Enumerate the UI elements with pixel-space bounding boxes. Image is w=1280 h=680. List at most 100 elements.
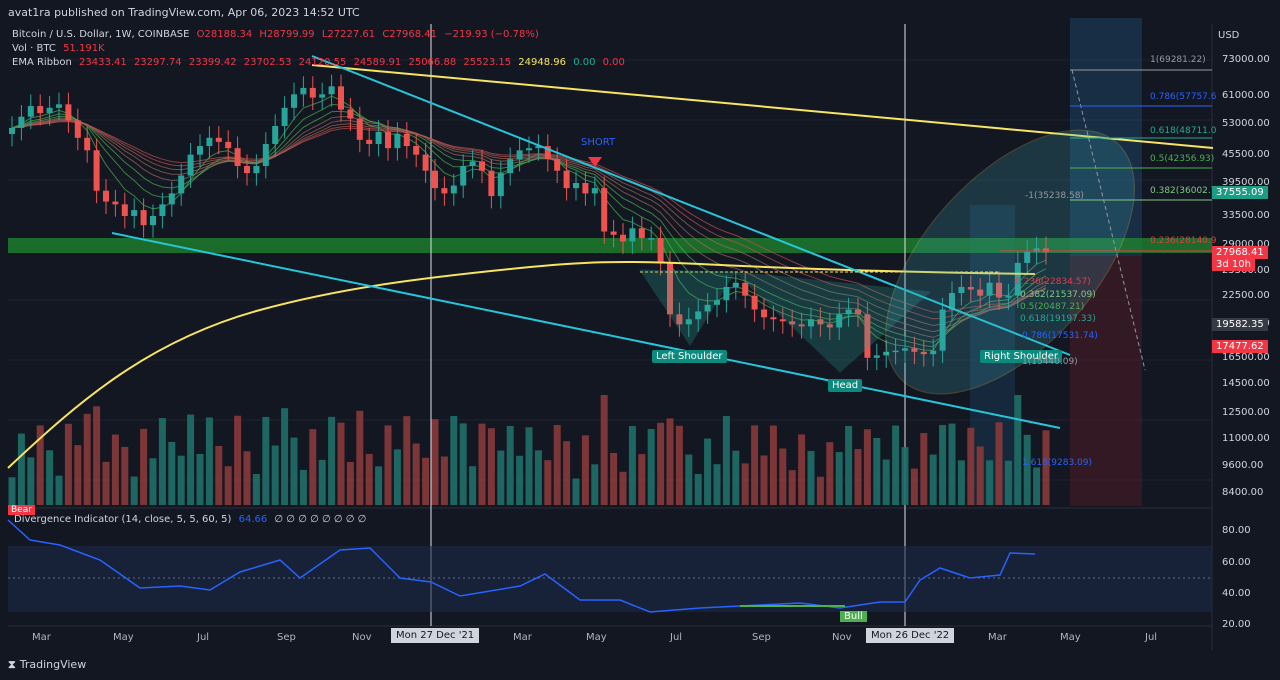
volume-bar xyxy=(393,449,401,505)
volume-bar xyxy=(845,425,853,505)
price-tick: 8400.00 xyxy=(1222,487,1264,498)
ohlc-close: C27968.41 xyxy=(382,29,438,40)
candle-body xyxy=(168,193,175,205)
candle-body xyxy=(244,165,250,174)
candle-body xyxy=(855,309,861,315)
candle-body xyxy=(742,282,749,296)
candle-body xyxy=(450,185,457,194)
volume-bar xyxy=(600,395,608,505)
volume-bar xyxy=(854,449,862,505)
channel-support-line xyxy=(111,232,1061,429)
fib-label: 1(69281.22) xyxy=(1150,55,1206,65)
volume-bar xyxy=(779,448,787,505)
volume-bar xyxy=(1042,430,1050,505)
volume-bar xyxy=(205,417,213,505)
ema-zero: 0.00 xyxy=(573,57,596,68)
price-tick: 22500.00 xyxy=(1222,289,1270,301)
volume-bar xyxy=(1023,434,1031,505)
volume-bar xyxy=(403,416,411,505)
ema-value: 25523.15 xyxy=(463,57,512,68)
price-tick: 33500.00 xyxy=(1222,209,1270,221)
candle-body xyxy=(591,188,598,194)
price-tick: 11000.00 xyxy=(1222,432,1270,444)
fib-label: 0.618(19197.33) xyxy=(1020,314,1096,324)
candle-body xyxy=(798,324,805,327)
candle-body xyxy=(432,170,438,189)
price-tag: 37555.09 xyxy=(1212,186,1268,199)
volume-bar xyxy=(158,418,166,505)
candle-body xyxy=(1024,251,1031,263)
volume-bar xyxy=(638,454,646,505)
candlesticks xyxy=(9,74,1049,371)
volume-bar xyxy=(628,426,636,505)
candle-body xyxy=(356,118,363,140)
volume-bar xyxy=(299,469,307,505)
volume-bar xyxy=(619,471,627,505)
publisher-line: avat1ra published on TradingView.com, Ap… xyxy=(8,6,360,19)
candle-body xyxy=(375,131,382,144)
volume-bar xyxy=(675,425,683,505)
candle-body xyxy=(1043,248,1049,253)
volume-bar xyxy=(657,422,665,505)
candle-body xyxy=(761,309,767,318)
volume-bar xyxy=(83,413,91,505)
candle-body xyxy=(563,170,570,189)
volume-bar xyxy=(553,424,561,505)
volume-bar xyxy=(882,459,890,505)
bear-badge: Bear xyxy=(8,505,35,515)
candle-body xyxy=(215,137,222,142)
volume-bar xyxy=(563,441,571,505)
candle-body xyxy=(131,210,138,216)
fib-label: 0.236(28140.9 xyxy=(1150,236,1217,246)
candle-body xyxy=(930,350,937,355)
price-tick: 12500.00 xyxy=(1222,407,1270,419)
volume-bar xyxy=(892,425,900,505)
candle-body xyxy=(648,238,655,240)
fib-label: 0.786(17531.74) xyxy=(1022,331,1098,341)
volume-bar xyxy=(544,460,552,505)
volume-bar xyxy=(873,437,881,505)
ema-value: 24589.91 xyxy=(353,57,402,68)
volume-bar xyxy=(346,462,354,505)
candle-body xyxy=(977,289,984,296)
volume-bar xyxy=(1033,467,1041,505)
price-tag-current: 27968.41 xyxy=(1212,246,1268,259)
tradingview-logo[interactable]: ⧗ TradingView xyxy=(8,658,86,672)
long-target-zone xyxy=(1070,18,1142,256)
price-tick: 73000.00 xyxy=(1222,54,1270,65)
candle-body xyxy=(93,150,100,191)
volume-bar xyxy=(74,445,82,505)
candle-body xyxy=(187,154,194,176)
candle-body xyxy=(403,133,410,147)
logo-icon: ⧗ xyxy=(8,658,16,671)
candle-body xyxy=(967,286,974,290)
candle-body xyxy=(845,309,852,315)
candle-body xyxy=(37,106,44,114)
candle-body xyxy=(939,309,946,351)
indicator-tick: 80.00 xyxy=(1222,525,1251,536)
time-tick: Jul xyxy=(670,632,683,643)
candle-body xyxy=(892,350,899,353)
candle-body xyxy=(1005,295,1012,298)
candle-body xyxy=(732,282,739,287)
date-label: Mon 27 Dec '21 xyxy=(391,628,480,643)
candle-body xyxy=(883,351,890,356)
candle-body xyxy=(9,127,15,135)
candle-body xyxy=(206,137,213,147)
candle-body xyxy=(178,175,185,194)
symbol-title: Bitcoin / U.S. Dollar, 1W, COINBASE xyxy=(12,29,190,40)
volume-bar xyxy=(149,458,157,505)
candle-body xyxy=(535,146,542,149)
candle-body xyxy=(338,86,344,110)
volume-bar xyxy=(760,455,768,505)
candle-body xyxy=(770,317,777,320)
indicator-line xyxy=(7,519,1036,613)
candle-body xyxy=(751,295,758,310)
candle-body xyxy=(958,286,965,294)
descending-trendline xyxy=(311,55,1071,356)
volume-bar xyxy=(798,434,806,505)
ema-value: 25066.88 xyxy=(408,57,457,68)
candle-body xyxy=(573,182,579,189)
right-shoulder-label: Right Shoulder xyxy=(980,350,1063,363)
